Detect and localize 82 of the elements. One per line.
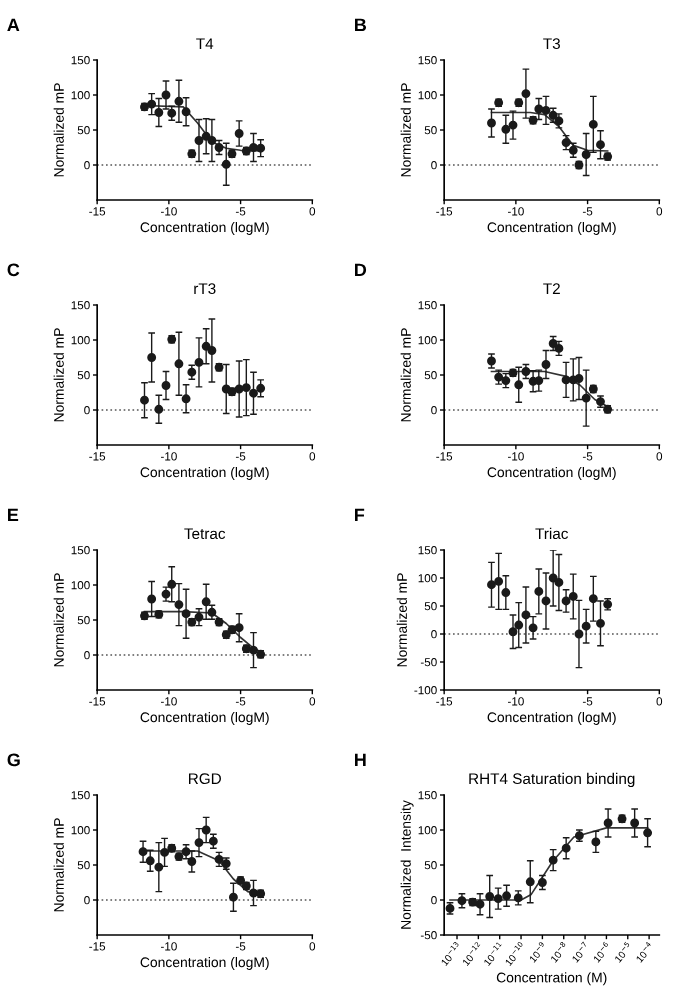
point [161, 381, 171, 390]
point [487, 580, 496, 590]
point [249, 888, 258, 898]
point [241, 383, 251, 393]
point [207, 136, 217, 145]
point [541, 105, 551, 115]
point [147, 99, 157, 109]
point [181, 107, 191, 117]
text: E [8, 508, 19, 522]
point [181, 609, 191, 619]
text: H [355, 753, 366, 767]
point [256, 143, 266, 153]
text: A [7, 18, 20, 32]
point [138, 847, 148, 857]
point [187, 857, 197, 866]
point [561, 375, 571, 385]
point [596, 140, 605, 150]
point [201, 825, 211, 835]
point [174, 96, 184, 106]
text: F [355, 508, 365, 522]
point [174, 600, 184, 610]
point [581, 621, 591, 631]
point [561, 596, 571, 606]
point [140, 395, 149, 405]
point [554, 578, 564, 587]
point [201, 131, 211, 141]
point [508, 120, 518, 130]
point [501, 588, 511, 598]
point [194, 357, 204, 367]
point [249, 388, 258, 398]
point [487, 118, 496, 128]
point [568, 592, 578, 601]
point [581, 393, 591, 403]
point [194, 136, 204, 145]
point [534, 376, 544, 386]
point [194, 612, 204, 622]
point [588, 594, 598, 604]
point [201, 341, 211, 351]
point [167, 579, 177, 589]
point [228, 892, 238, 902]
point [194, 838, 204, 848]
point [207, 346, 217, 355]
point [574, 629, 584, 639]
point [501, 124, 511, 134]
point [249, 645, 258, 655]
point [174, 359, 184, 369]
point [249, 143, 258, 152]
point [596, 618, 605, 628]
point [221, 159, 231, 169]
point [514, 380, 524, 390]
point [234, 623, 244, 633]
point [588, 119, 598, 129]
point [534, 586, 544, 596]
point [494, 576, 504, 586]
point [534, 104, 544, 114]
point [528, 623, 538, 633]
point [514, 620, 524, 630]
point [161, 90, 171, 100]
point [145, 856, 155, 866]
point [508, 627, 518, 637]
text: G [7, 753, 20, 767]
point [160, 847, 170, 857]
point [574, 374, 584, 383]
point [154, 404, 164, 414]
point [581, 150, 591, 159]
point [154, 108, 164, 117]
point [147, 594, 157, 604]
point [521, 89, 531, 99]
point [541, 596, 551, 606]
point [154, 862, 164, 872]
text: D [355, 263, 367, 277]
point [256, 383, 266, 393]
point [234, 384, 244, 394]
point [541, 360, 551, 369]
point [201, 597, 211, 607]
point [521, 610, 531, 620]
point [181, 394, 191, 404]
point [548, 573, 558, 583]
text: C [7, 263, 20, 277]
point [147, 353, 157, 362]
text: B [355, 18, 367, 32]
point [234, 129, 244, 138]
